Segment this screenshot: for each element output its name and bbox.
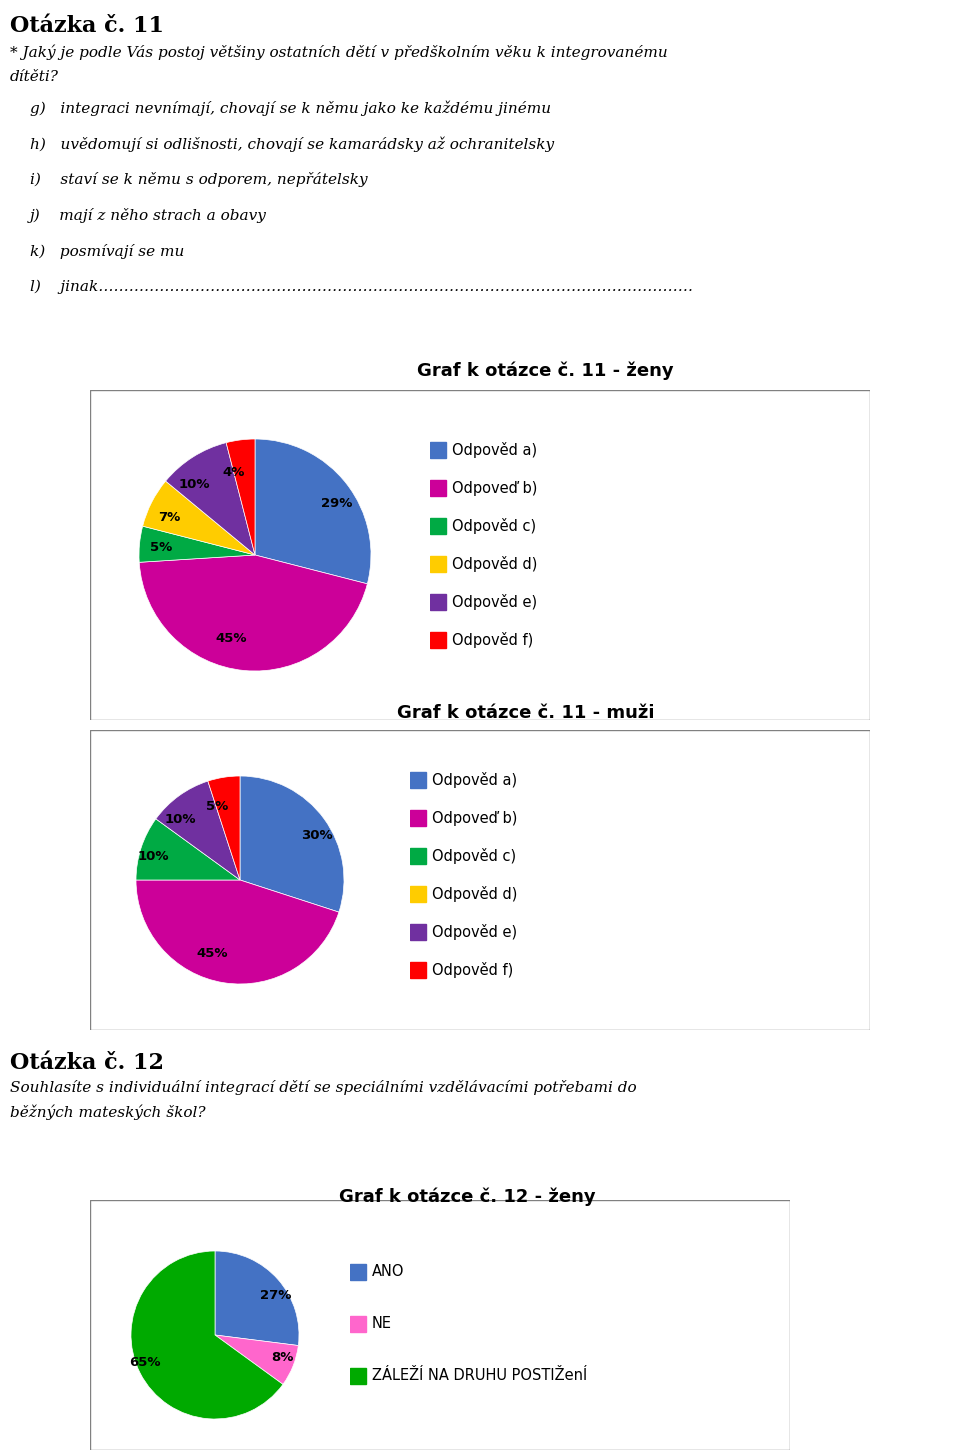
Text: j)    mají z něho strach a obavy: j) mají z něho strach a obavy: [30, 208, 267, 222]
Text: Odpoveď b): Odpoveď b): [432, 811, 517, 825]
Bar: [410, 924, 426, 940]
Text: 10%: 10%: [179, 478, 210, 491]
Bar: [410, 849, 426, 865]
Wedge shape: [215, 1251, 299, 1345]
Text: * Jaký je podle Vás postoj většiny ostatních dětí v předškolním věku k integrova: * Jaký je podle Vás postoj většiny ostat…: [10, 45, 668, 61]
Text: Otázka č. 12: Otázka č. 12: [10, 1052, 164, 1074]
Title: Graf k otázce č. 12 - ženy: Graf k otázce č. 12 - ženy: [339, 1187, 595, 1206]
Bar: [410, 962, 426, 978]
Text: NE: NE: [372, 1316, 392, 1331]
Wedge shape: [139, 555, 368, 671]
Text: běžných mateských škol?: běžných mateských škol?: [10, 1104, 205, 1120]
Text: Odpoveď b): Odpoveď b): [452, 481, 538, 495]
Wedge shape: [136, 819, 240, 881]
Wedge shape: [143, 481, 255, 555]
Bar: [430, 632, 446, 648]
Text: 45%: 45%: [197, 947, 228, 960]
Text: 4%: 4%: [222, 465, 245, 478]
Bar: [430, 594, 446, 610]
Text: g)   integraci nevnímají, chovají se k němu jako ke každému jinému: g) integraci nevnímají, chovají se k něm…: [30, 100, 551, 115]
Text: dítěti?: dítěti?: [10, 70, 59, 84]
Text: Odpověd f): Odpověd f): [432, 962, 514, 978]
Wedge shape: [139, 526, 255, 562]
Wedge shape: [208, 776, 240, 881]
Text: 65%: 65%: [130, 1356, 161, 1369]
Title: Graf k otázce č. 11 - ženy: Graf k otázce č. 11 - ženy: [417, 362, 673, 379]
Text: k)   posmívají se mu: k) posmívají se mu: [30, 244, 184, 259]
Text: 30%: 30%: [300, 830, 332, 843]
Bar: [430, 479, 446, 495]
Text: 45%: 45%: [216, 632, 247, 645]
Text: 5%: 5%: [150, 541, 172, 554]
Text: Odpověd c): Odpověd c): [452, 519, 536, 535]
Wedge shape: [255, 439, 371, 584]
Wedge shape: [215, 1335, 299, 1385]
Text: 27%: 27%: [260, 1289, 292, 1302]
Wedge shape: [227, 439, 255, 555]
Wedge shape: [136, 881, 339, 984]
Bar: [430, 556, 446, 572]
Text: Odpověd d): Odpověd d): [452, 556, 538, 572]
Text: Odpověd e): Odpověd e): [432, 924, 517, 940]
Bar: [430, 442, 446, 458]
Text: Souhlasíte s individuální integrací dětí se speciálními vzdělávacími potřebami d: Souhlasíte s individuální integrací dětí…: [10, 1080, 636, 1096]
Text: h)   uvědomují si odlišnosti, chovají se kamarádsky až ochranitelsky: h) uvědomují si odlišnosti, chovají se k…: [30, 137, 554, 151]
Text: Odpověd d): Odpověd d): [432, 886, 517, 902]
Text: 5%: 5%: [206, 799, 228, 812]
Text: l)    jinak………………………………………………………………………………………………………: l) jinak………………………………………………………………………………………: [30, 280, 693, 295]
Text: 29%: 29%: [321, 497, 352, 510]
Text: Otázka č. 11: Otázka č. 11: [10, 15, 164, 36]
Wedge shape: [240, 776, 344, 912]
Text: 10%: 10%: [164, 812, 196, 825]
Text: Odpověd a): Odpověd a): [432, 772, 517, 788]
Wedge shape: [166, 443, 255, 555]
Bar: [410, 886, 426, 902]
Bar: [410, 809, 426, 825]
Bar: [350, 1316, 366, 1332]
Wedge shape: [156, 782, 240, 881]
Text: i)    staví se k němu s odporem, nepřátelsky: i) staví se k němu s odporem, nepřátelsk…: [30, 171, 368, 187]
Text: 8%: 8%: [272, 1351, 294, 1364]
Text: Odpověd e): Odpověd e): [452, 594, 538, 610]
Wedge shape: [131, 1251, 283, 1420]
Text: Odpověd f): Odpověd f): [452, 632, 533, 648]
Text: 10%: 10%: [137, 850, 169, 863]
Text: Odpověd a): Odpověd a): [452, 442, 538, 458]
Bar: [350, 1369, 366, 1385]
Text: Odpověd c): Odpověd c): [432, 849, 516, 865]
Bar: [430, 519, 446, 535]
Bar: [350, 1264, 366, 1280]
Text: 7%: 7%: [158, 510, 180, 523]
Text: ZÁLEŽÍ NA DRUHU POSTIŽenÍ: ZÁLEŽÍ NA DRUHU POSTIŽenÍ: [372, 1369, 588, 1383]
Text: ANO: ANO: [372, 1264, 404, 1280]
Bar: [410, 772, 426, 788]
Title: Graf k otázce č. 11 - muži: Graf k otázce č. 11 - muži: [397, 705, 655, 722]
